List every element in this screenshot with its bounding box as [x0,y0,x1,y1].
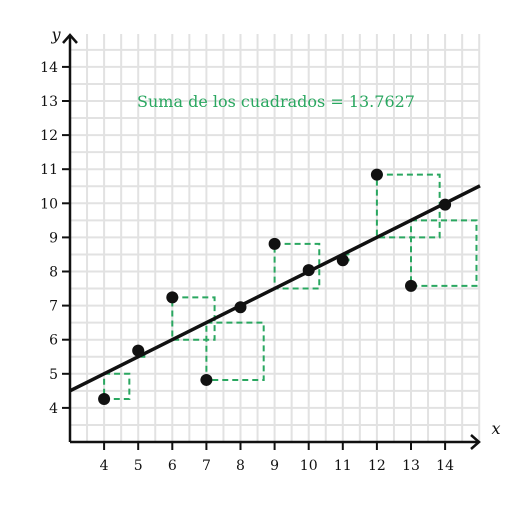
data-point [336,254,349,267]
residual-square [205,321,265,381]
regression-line [69,184,481,393]
y-tick-label: 6 [49,333,58,349]
residual-square [171,296,216,341]
data-points [98,168,452,406]
x-tick-label: 8 [236,458,245,474]
residual-square [410,219,478,287]
x-tick-label: 7 [202,458,211,474]
y-tick-label: 13 [40,94,58,110]
y-tick-label: 11 [40,162,58,178]
y-tick-label: 7 [49,299,58,315]
x-axis-arrow-icon [470,434,481,450]
x-tick-label: 13 [402,458,420,474]
data-point [302,264,315,277]
y-axis-label: y [50,25,61,44]
x-tick-label: 6 [168,458,177,474]
x-tick-label: 9 [270,458,279,474]
ticks: 4 5 6 7 8 9 10 11 12 13 14 4 5 6 7 8 9 10 11 12 13 14 [40,60,454,474]
x-tick-label: 14 [436,458,454,474]
residual-square [375,173,441,239]
y-tick-label: 5 [49,367,58,383]
x-tick-label: 11 [334,458,352,474]
data-point [405,279,417,292]
y-axis-arrow-icon [62,33,78,44]
regression-line-group [69,184,481,393]
data-point [166,291,179,304]
x-tick-label: 5 [134,458,143,474]
residual-squares [103,173,478,401]
y-tick-label: 14 [40,60,58,76]
data-point [132,344,145,357]
data-point [98,393,111,406]
residual-square [103,372,131,401]
y-tick-label: 10 [40,196,58,212]
data-point [268,237,281,250]
data-point [370,168,383,181]
x-tick-label: 10 [300,458,318,474]
grid [70,34,481,442]
sum-of-squares-annotation: Suma de los cuadrados = 13.7627 [137,92,415,111]
data-point [234,301,247,314]
y-tick-label: 9 [49,230,58,246]
data-point [439,198,452,211]
y-tick-label: 4 [49,401,58,417]
y-tick-label: 12 [40,128,58,144]
x-tick-label: 12 [368,458,386,474]
y-tick-label: 8 [49,265,58,281]
x-axis-label: x [491,419,500,438]
x-tick-label: 4 [100,458,109,474]
data-point [200,373,213,386]
residual-square [273,242,321,290]
